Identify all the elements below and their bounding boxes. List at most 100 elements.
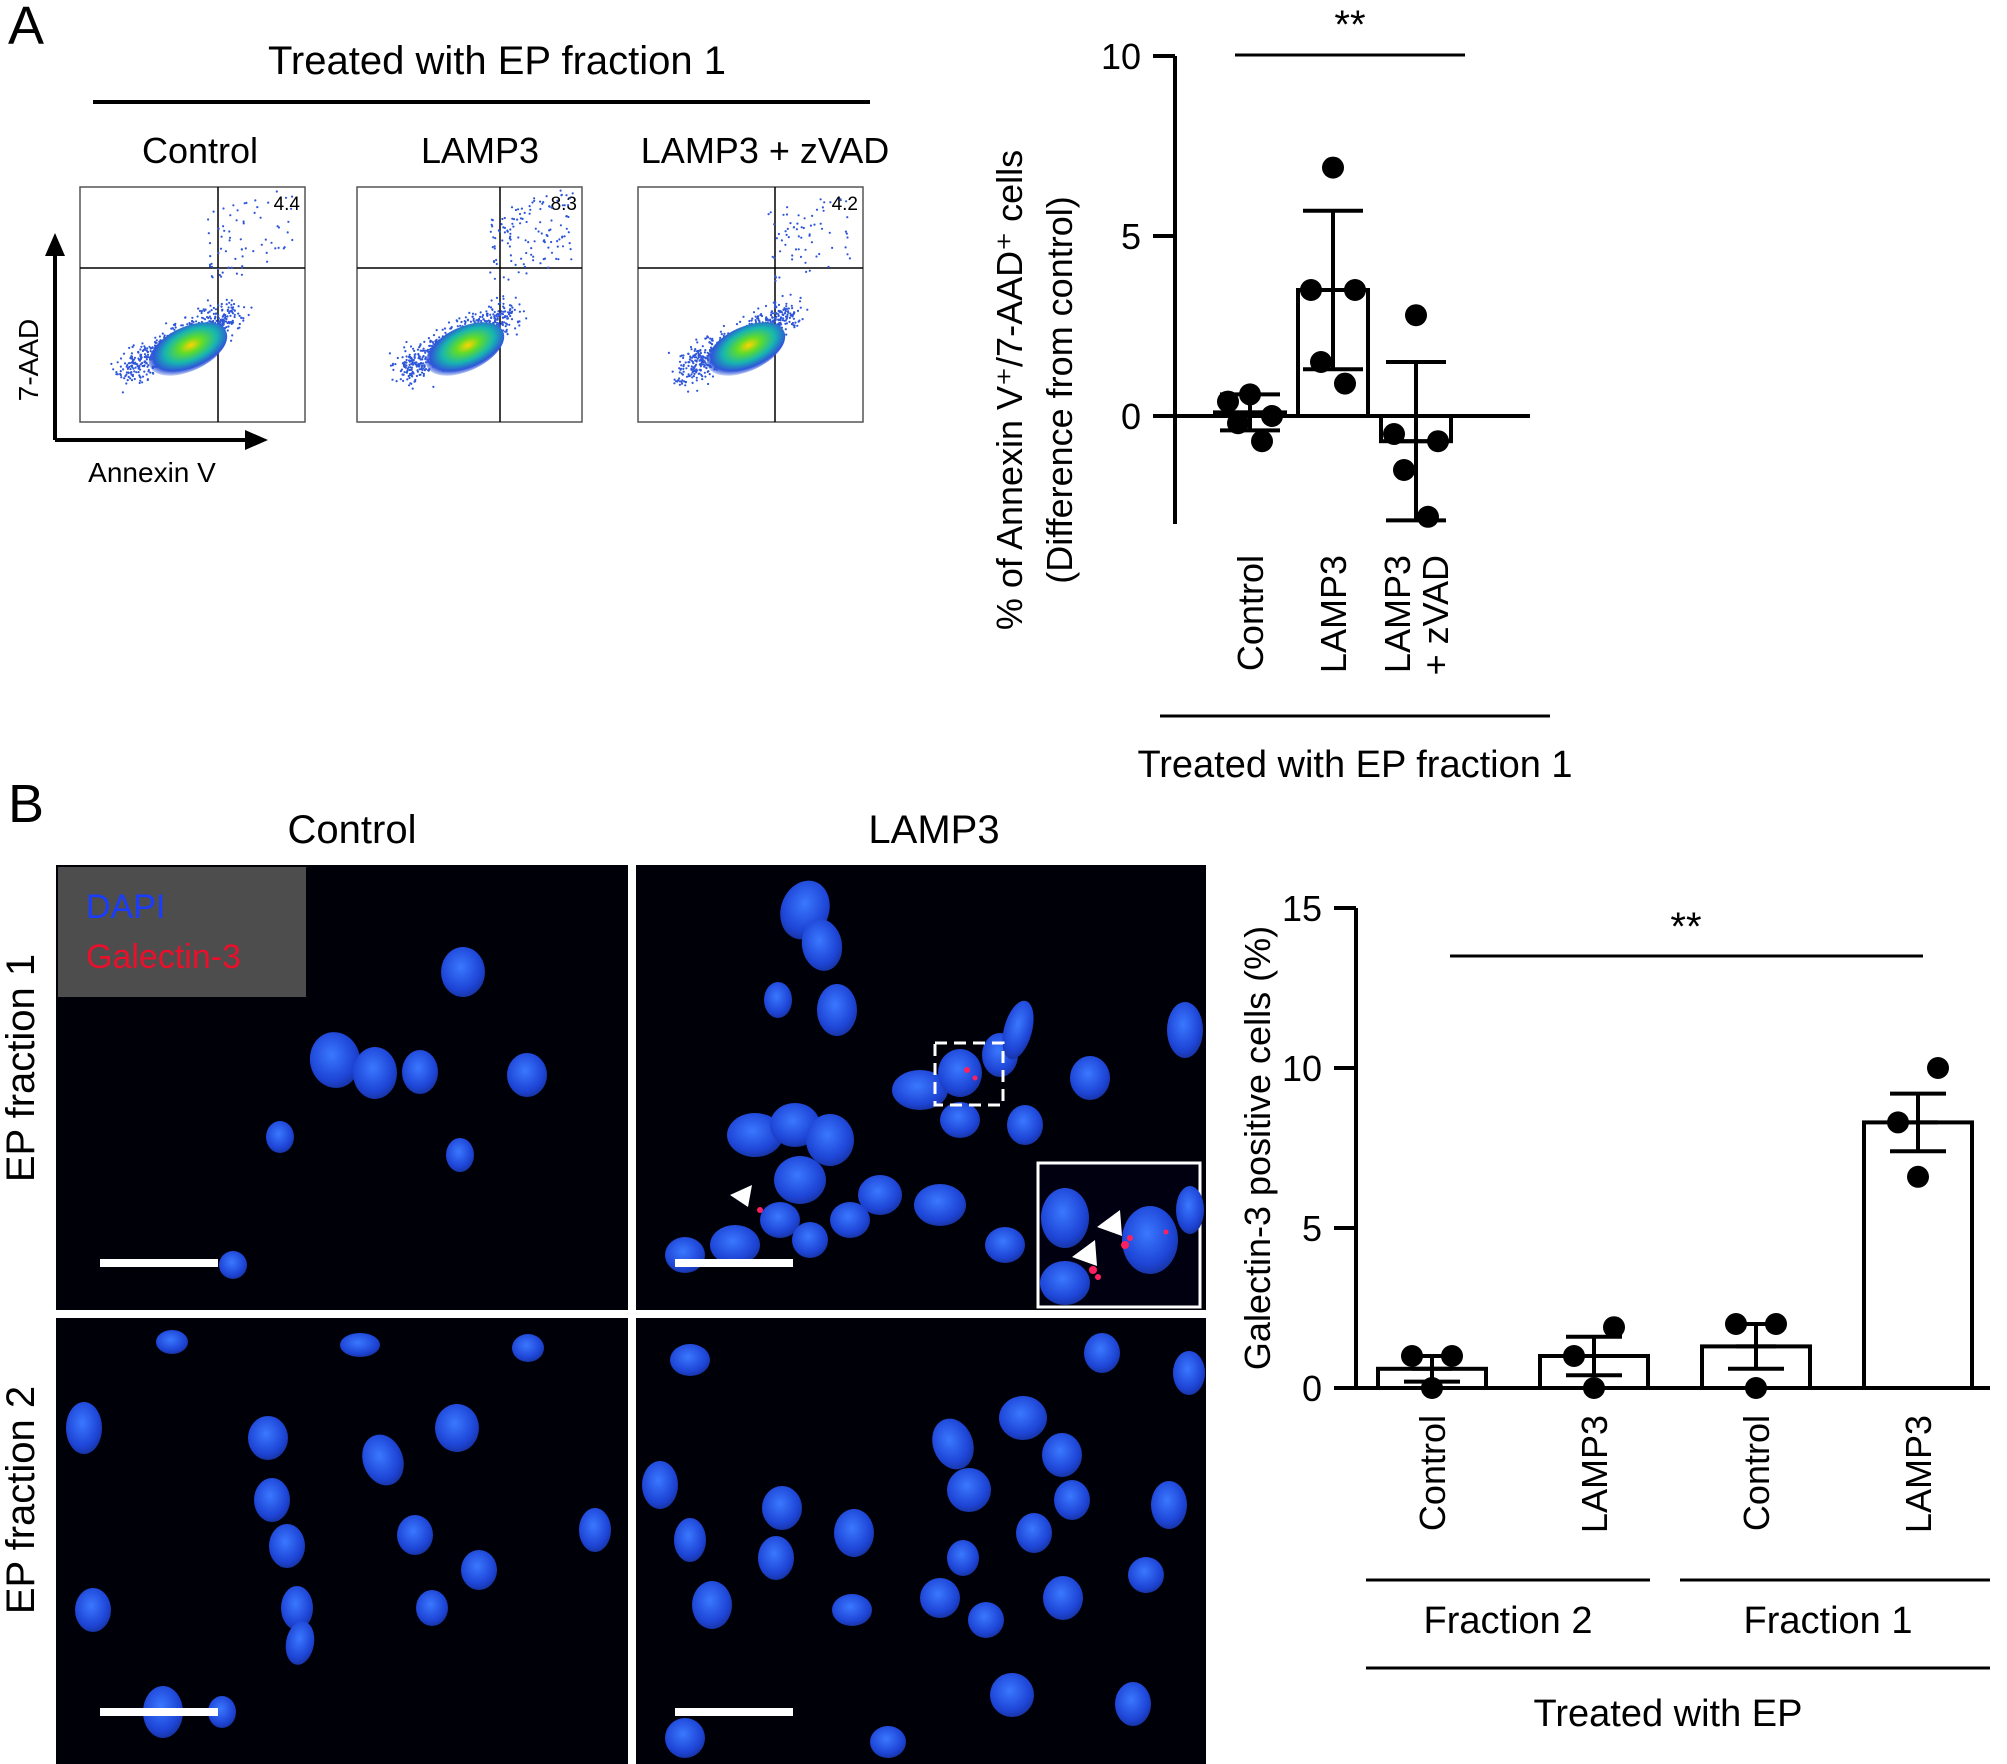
flow-event-dot xyxy=(510,318,514,321)
nucleus xyxy=(817,984,857,1036)
flow-event-dot xyxy=(481,315,484,319)
flow-event-dot xyxy=(771,255,774,258)
flow-event-dot xyxy=(225,303,228,306)
flow-event-dot xyxy=(782,317,785,320)
nucleus xyxy=(208,1696,236,1728)
flow-quadrant-value: 8.3 xyxy=(551,194,577,215)
flow-event-dot xyxy=(710,343,714,346)
flow-event-dot xyxy=(259,216,262,219)
nucleus xyxy=(834,1509,874,1557)
flow-event-dot xyxy=(163,334,166,337)
flow-event-dot xyxy=(128,365,131,368)
flow-event-dot xyxy=(469,320,472,323)
flow-event-dot xyxy=(687,390,690,393)
flow-event-dot xyxy=(694,348,697,351)
flow-event-dot xyxy=(844,246,847,249)
flow-event-dot xyxy=(399,378,402,381)
flow-event-dot xyxy=(846,216,849,219)
flow-event-dot xyxy=(699,351,703,355)
y-axis-label: % of Annexin V⁺/7-AAD⁺ cells xyxy=(989,150,1030,630)
nucleus xyxy=(764,982,792,1018)
flow-event-dot xyxy=(147,364,150,367)
flow-event-dot xyxy=(221,322,224,325)
flow-event-dot xyxy=(146,347,149,350)
flow-event-dot xyxy=(421,371,424,374)
micrograph-fraction1-control: DAPI Galectin-3 xyxy=(56,865,628,1310)
data-point xyxy=(1441,1345,1463,1367)
data-point xyxy=(1217,390,1239,413)
nucleus xyxy=(1043,1576,1083,1620)
flow-event-dot xyxy=(839,198,842,201)
flow-event-dot xyxy=(432,334,436,337)
flow-plot-lamp3: 8.3 xyxy=(356,186,583,423)
flow-event-dot xyxy=(413,362,416,365)
flow-event-dot xyxy=(556,240,559,243)
galectin-punctum xyxy=(1163,1229,1169,1235)
flow-event-dot xyxy=(792,312,796,315)
x-tick-label: LAMP3 xyxy=(1313,555,1354,673)
flow-event-dot xyxy=(523,265,527,268)
flow-event-dot xyxy=(202,317,205,320)
flow-event-dot xyxy=(131,360,134,363)
nucleus xyxy=(710,1225,760,1265)
flow-event-dot xyxy=(408,376,411,380)
flow-event-dot xyxy=(787,307,790,310)
flow-event-dot xyxy=(119,370,122,373)
flow-event-dot xyxy=(492,313,495,316)
flow-event-dot xyxy=(129,377,132,380)
data-point xyxy=(1401,1345,1423,1367)
flow-event-dot xyxy=(846,236,849,239)
nucleus xyxy=(870,1726,906,1758)
flow-event-dot xyxy=(764,304,768,308)
flow-event-dot xyxy=(508,309,511,312)
flow-quadrant-value: 4.2 xyxy=(832,194,858,215)
flow-event-dot xyxy=(490,223,493,226)
flow-event-dot xyxy=(131,373,134,376)
flow-event-dot xyxy=(172,323,175,326)
nucleus xyxy=(309,1032,361,1088)
flow-event-dot xyxy=(765,316,768,319)
flow-event-dot xyxy=(203,318,207,321)
flow-event-dot xyxy=(396,356,399,360)
flow-event-dot xyxy=(209,317,212,320)
flow-event-dot xyxy=(796,324,799,327)
flow-event-dot xyxy=(435,329,438,332)
flow-event-dot xyxy=(444,331,447,334)
y-tick-label: 10 xyxy=(1101,36,1141,77)
flow-event-dot xyxy=(429,339,432,342)
flow-event-dot xyxy=(683,380,686,383)
flow-event-dot xyxy=(131,345,134,349)
nucleus xyxy=(402,1050,438,1094)
flow-event-dot xyxy=(679,367,683,370)
flow-event-dot xyxy=(502,302,505,305)
flow-event-dot xyxy=(132,344,135,347)
flow-event-dot xyxy=(245,201,248,204)
x-tick-label: LAMP3 xyxy=(1574,1415,1615,1533)
flow-event-dot xyxy=(546,234,549,238)
flow-event-dot xyxy=(391,362,395,365)
flow-event-dot xyxy=(569,248,572,251)
flow-density-core xyxy=(148,322,228,376)
flow-event-dot xyxy=(215,319,218,322)
flow-event-dot xyxy=(212,306,215,310)
flow-event-dot xyxy=(139,379,142,382)
flow-event-dot xyxy=(146,351,149,354)
flow-event-dot xyxy=(406,378,409,381)
flow-event-dot xyxy=(489,306,493,309)
flow-event-dot xyxy=(496,317,499,320)
flow-event-dot xyxy=(792,226,796,229)
flow-event-dot xyxy=(503,231,506,234)
flow-event-dot xyxy=(403,365,406,368)
flow-event-dot xyxy=(416,348,420,351)
flow-event-dot xyxy=(134,366,137,369)
micrograph-fraction2-lamp3 xyxy=(636,1318,1206,1764)
flow-event-dot xyxy=(138,374,141,377)
nucleus xyxy=(665,1718,705,1758)
data-point xyxy=(1239,383,1261,406)
flow-event-dot xyxy=(539,207,542,211)
flow-event-dot xyxy=(264,238,267,241)
zoom-inset xyxy=(1036,1161,1204,1309)
flow-event-dot xyxy=(694,365,697,368)
flow-event-dot xyxy=(524,239,527,242)
flow-event-dot xyxy=(234,257,237,260)
